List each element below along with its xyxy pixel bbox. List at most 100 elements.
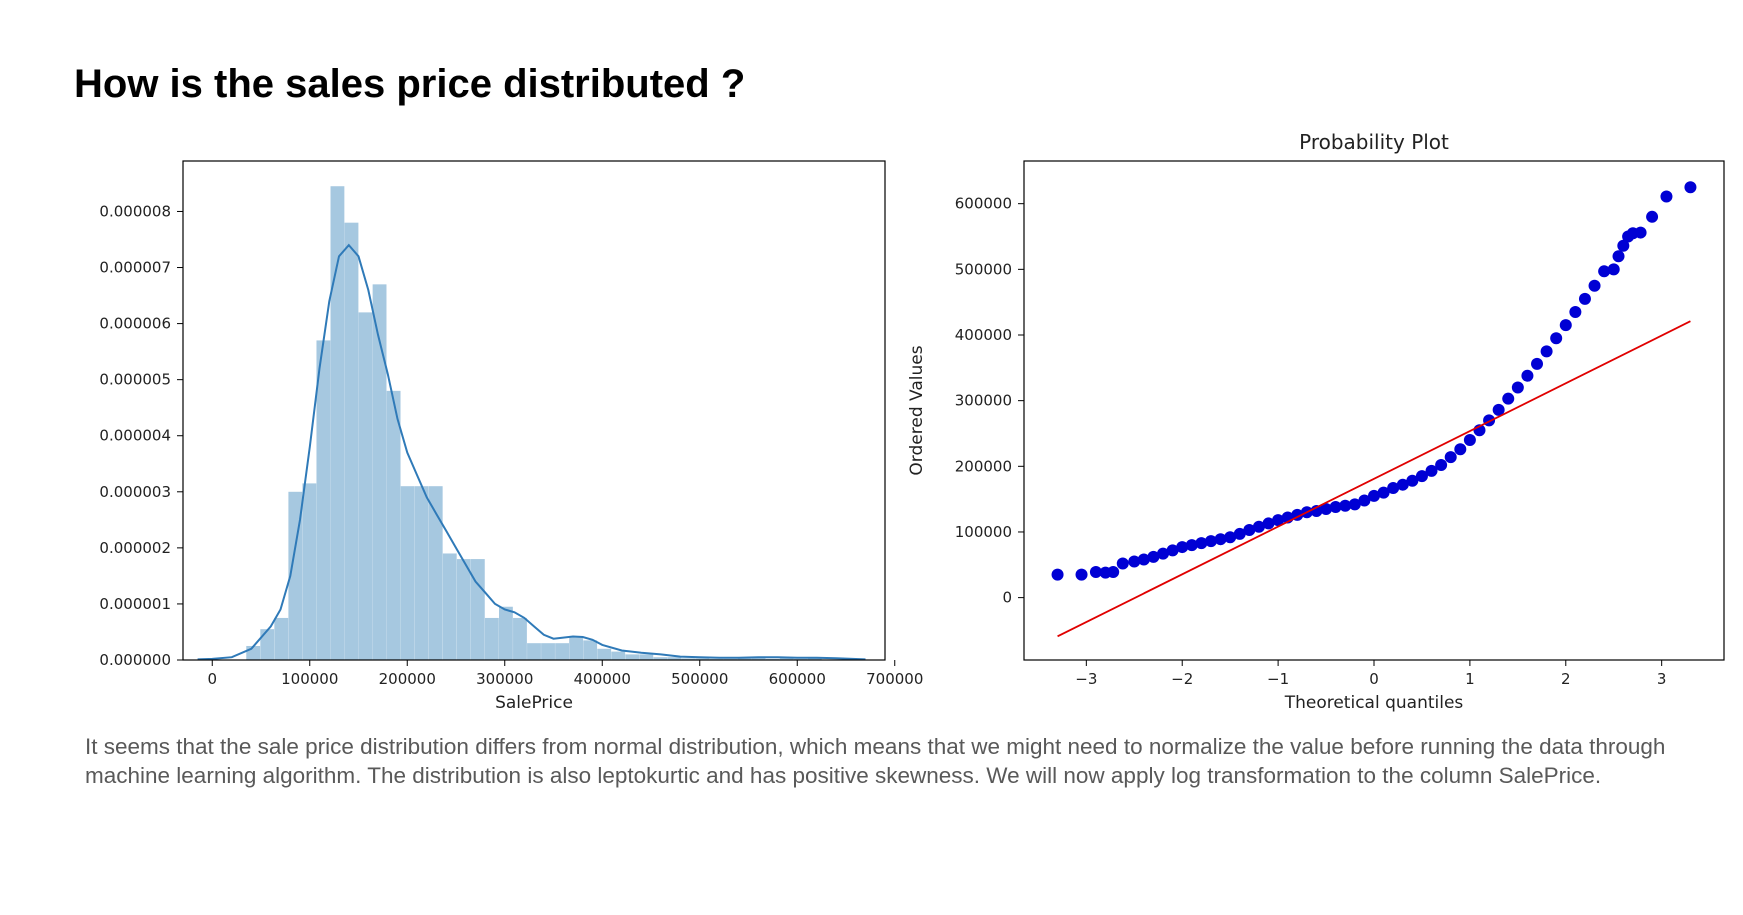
qq-data-point [1511,381,1524,394]
histogram-bar [302,483,317,660]
histogram-bar [372,284,387,660]
x-tick-label: 600000 [769,670,826,688]
histogram-bar [274,617,289,660]
qq-data-point [1684,181,1697,194]
histogram-bar [667,657,682,660]
y-tick-label: 0.000000 [99,651,171,669]
histogram-bar [583,640,598,660]
y-tick-label: 600000 [955,195,1012,213]
qq-data-point [1224,531,1237,544]
histogram-bar [653,657,668,660]
histogram-bar [681,658,696,660]
histogram-bar [597,648,612,660]
x-tick-label: 100000 [281,670,338,688]
x-tick-label: −2 [1171,670,1193,688]
qq-fit-line [1057,320,1691,638]
x-axis-label: SalePrice [495,693,573,713]
histogram-bar [807,657,822,660]
qq-data-point [1358,494,1371,507]
histogram-bar [484,617,499,660]
histogram-bar [625,654,640,660]
qq-data-point [1660,190,1673,203]
histogram-bar [400,486,415,660]
histogram-bar [260,629,275,660]
qq-data-point [1051,568,1064,581]
qq-data-point [1176,541,1189,554]
qq-data-point [1195,537,1208,550]
qq-data-point [1463,434,1476,447]
qq-data-point [1116,557,1129,570]
histogram-bar [611,651,626,660]
qq-data-point [1214,533,1227,546]
qq-data-point [1634,226,1647,239]
histogram-bar [414,486,429,660]
qq-data-point [1435,458,1448,471]
qq-data-point [1320,502,1333,515]
qq-data-point [1559,319,1572,332]
qq-data-point [1425,464,1438,477]
x-tick-label: −3 [1075,670,1097,688]
probability-plot-chart: Probability Plot −3 −2 −1 0 1 2 3 0 100000 200000 3… [907,130,1725,713]
x-tick-label: 200000 [379,670,436,688]
x-tick-label: −1 [1267,670,1289,688]
qq-data-point [1075,568,1088,581]
qq-data-point [1252,520,1265,533]
x-tick-label: 700000 [866,670,923,688]
qq-data-point [1243,523,1256,536]
qq-data-point [1607,263,1620,276]
y-tick-label: 400000 [955,326,1012,344]
qq-data-point [1588,279,1601,292]
histogram-axes-frame [182,160,886,661]
x-tick-label: 300000 [476,670,533,688]
qq-data-point [1492,403,1505,416]
y-tick-label: 0.000007 [99,259,171,277]
y-tick-label: 0.000008 [99,202,171,220]
histogram-bar [442,553,457,660]
x-tick-label: 400000 [574,670,631,688]
histogram-bar [330,186,345,660]
qq-data-point [1185,539,1198,552]
qq-data-point [1569,306,1582,319]
qq-data-point [1262,517,1275,530]
qq-data-point [1272,514,1285,527]
histogram-bar [513,617,527,660]
x-axis-label: Theoretical quantiles [1284,693,1464,713]
histogram-bar [779,657,794,660]
histogram-bar [344,222,359,660]
qq-data-point [1157,547,1170,560]
y-tick-label: 500000 [955,260,1012,278]
x-tick-label: 1 [1465,670,1475,688]
x-tick-label: 0 [207,670,217,688]
qq-data-point [1531,357,1544,370]
qq-data-point [1233,527,1246,540]
histogram-bar [288,491,303,660]
y-tick-label: 0.000002 [99,539,171,557]
histogram-bar [470,559,485,660]
histogram-bar [498,606,513,660]
x-tick-label: 2 [1561,670,1571,688]
qq-data-point [1444,451,1457,464]
histogram-bar [541,643,555,660]
y-tick-label: 0.000006 [99,315,171,333]
qq-data-point [1415,470,1428,483]
qq-data-point [1137,553,1150,566]
qq-data-point [1089,566,1102,579]
y-tick-label: 200000 [955,457,1012,475]
histogram-bar [751,657,766,660]
qq-data-point [1598,265,1611,278]
qq-data-point [1128,555,1141,568]
qq-data-point [1147,550,1160,563]
qq-data-point [1329,501,1342,514]
probability-axes-frame [1023,160,1725,661]
qq-data-point [1540,345,1553,358]
y-tick-label: 100000 [955,523,1012,541]
qq-data-point [1502,392,1515,405]
histogram-bar [569,637,584,660]
description-paragraph: It seems that the sale price distributio… [85,734,1666,788]
kde-curve [197,243,866,661]
qq-data-point [1396,478,1409,491]
qq-data-point [1617,239,1630,252]
qq-data-point [1368,489,1380,502]
histogram-bar [456,559,471,660]
qq-data-point [1521,369,1534,382]
